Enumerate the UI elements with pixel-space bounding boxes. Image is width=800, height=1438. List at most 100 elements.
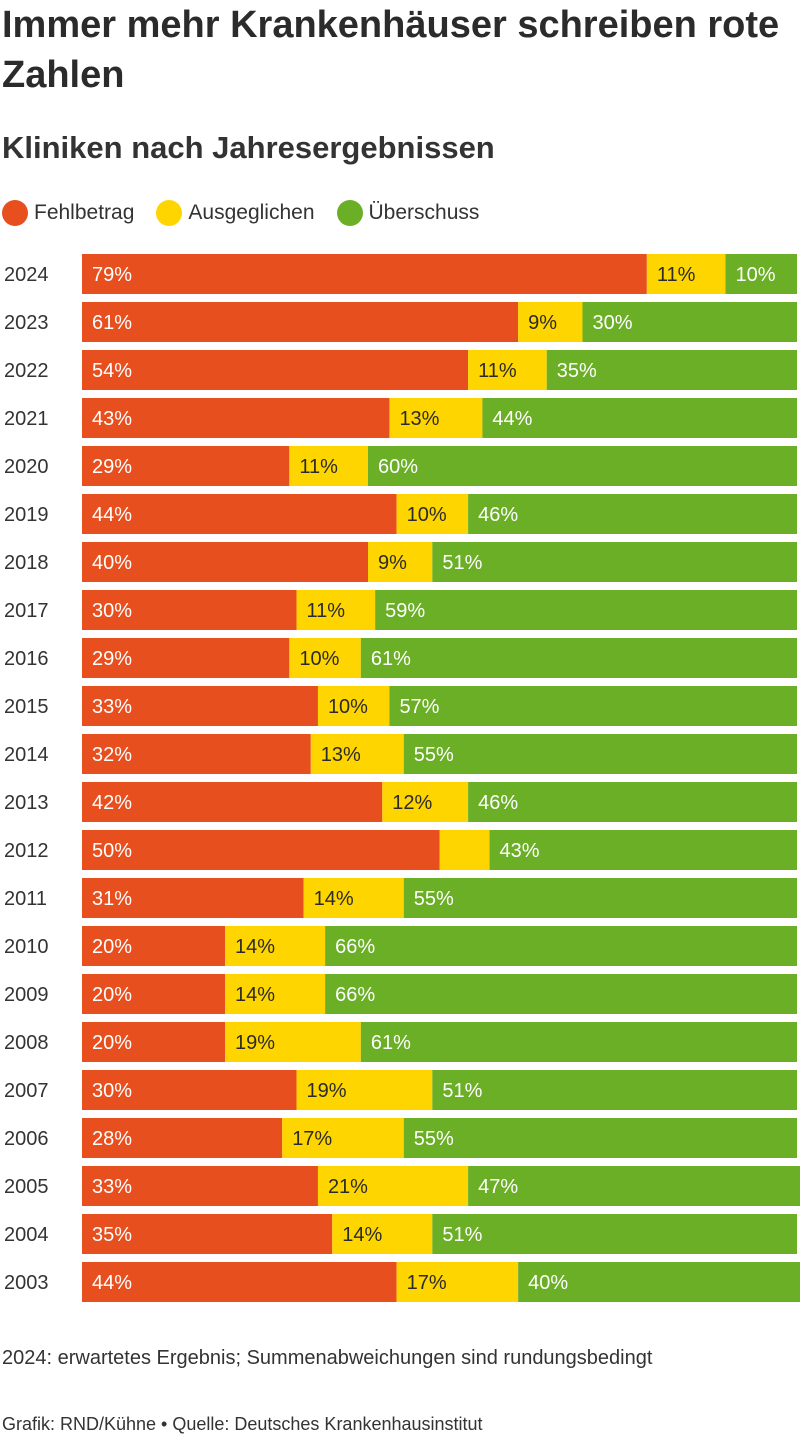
legend-swatch-ueberschuss [336,200,363,226]
value-label-fehlbetrag-2010: 20% [92,936,132,958]
value-label-ausgeglichen-2005: 21% [328,1176,368,1198]
value-label-ueberschuss-2021: 44% [492,408,532,430]
value-label-ausgeglichen-2011: 14% [314,888,354,910]
year-label-2010: 2010 [4,936,49,958]
value-label-ueberschuss-2015: 57% [399,696,439,718]
legend-swatch-ausgeglichen [156,200,183,226]
bar-fehlbetrag-2008 [82,1022,225,1062]
legend-label-ausgeglichen: Ausgeglichen [188,201,315,224]
legend: Fehlbetrag Ausgeglichen Überschuss [2,198,501,228]
bar-ausgeglichen-2003 [396,1262,519,1302]
year-label-2009: 2009 [4,984,49,1006]
value-label-ueberschuss-2014: 55% [414,744,454,766]
bar-row-2007: 2007 30% 19% 51% [4,1070,797,1110]
bar-ausgeglichen-2004 [332,1214,433,1254]
value-label-fehlbetrag-2013: 42% [92,792,132,814]
value-label-ueberschuss-2005: 47% [478,1176,518,1198]
bar-ausgeglichen-2015 [317,686,390,726]
bar-row-2005: 2005 33% 21% 47% [4,1166,800,1206]
bar-row-2012: 2012 50% 43% [4,830,797,870]
year-label-2011: 2011 [4,888,47,910]
value-label-fehlbetrag-2008: 20% [92,1032,132,1054]
value-label-ueberschuss-2023: 30% [593,312,633,334]
bar-fehlbetrag-2003 [82,1262,397,1302]
value-label-ausgeglichen-2006: 17% [292,1128,332,1150]
year-label-2007: 2007 [4,1080,49,1102]
bar-ausgeglichen-2014 [310,734,404,774]
value-label-fehlbetrag-2015: 33% [92,696,132,718]
year-label-2005: 2005 [4,1176,49,1198]
bar-ausgeglichen-2019 [396,494,469,534]
year-label-2023: 2023 [4,312,49,334]
bar-ueberschuss-2017 [375,590,797,630]
value-label-fehlbetrag-2016: 29% [92,648,132,670]
value-label-ueberschuss-2008: 61% [371,1032,411,1054]
value-label-ausgeglichen-2003: 17% [407,1272,447,1294]
bar-fehlbetrag-2006 [82,1118,283,1158]
value-label-fehlbetrag-2022: 54% [92,360,132,382]
value-label-fehlbetrag-2017: 30% [92,600,132,622]
bar-ueberschuss-2006 [403,1118,797,1158]
bar-ausgeglichen-2022 [468,350,547,390]
source-credit: Grafik: RND/Kühne • Quelle: Deutsches Kr… [2,1414,483,1434]
value-label-ausgeglichen-2023: 9% [528,312,557,334]
year-label-2018: 2018 [4,552,49,574]
year-label-2019: 2019 [4,504,49,526]
value-label-ueberschuss-2024: 10% [736,264,776,286]
bar-row-2014: 2014 32% 13% 55% [4,734,797,774]
bar-ausgeglichen-2010 [225,926,326,966]
bar-ausgeglichen-2017 [296,590,376,630]
bar-ueberschuss-2022 [546,350,797,390]
footnote: 2024: erwartetes Ergebnis; Summenabweich… [2,1347,653,1369]
year-label-2006: 2006 [4,1128,49,1150]
value-label-fehlbetrag-2012: 50% [92,840,132,862]
value-label-ausgeglichen-2004: 14% [342,1224,382,1246]
bar-ueberschuss-2016 [360,638,797,678]
bar-ueberschuss-2010 [325,926,797,966]
year-label-2024: 2024 [4,264,49,286]
bar-row-2013: 2013 42% 12% 46% [4,782,797,822]
bar-row-2009: 2009 20% 14% 66% [4,974,797,1014]
bar-row-2010: 2010 20% 14% 66% [4,926,797,966]
value-label-fehlbetrag-2021: 43% [92,408,132,430]
bar-ueberschuss-2007 [432,1070,797,1110]
value-label-fehlbetrag-2007: 30% [92,1080,132,1102]
value-label-fehlbetrag-2006: 28% [92,1128,132,1150]
bar-row-2016: 2016 29% 10% 61% [4,638,797,678]
bar-row-2003: 2003 44% 17% 40% [4,1262,800,1302]
value-label-fehlbetrag-2024: 79% [92,264,132,286]
value-label-ausgeglichen-2020: 11% [299,456,338,478]
bar-fehlbetrag-2007 [82,1070,297,1110]
value-label-ausgeglichen-2016: 10% [299,648,339,670]
value-label-fehlbetrag-2023: 61% [92,312,132,334]
value-label-ueberschuss-2004: 51% [442,1224,482,1246]
value-label-ueberschuss-2010: 66% [335,936,375,958]
value-label-fehlbetrag-2019: 44% [92,504,132,526]
bar-ueberschuss-2012 [489,830,797,870]
bar-ausgeglichen-2021 [389,398,483,438]
value-label-ueberschuss-2003: 40% [528,1272,568,1294]
bar-ueberschuss-2021 [482,398,797,438]
value-label-ueberschuss-2022: 35% [557,360,597,382]
bar-ueberschuss-2009 [325,974,797,1014]
value-label-ueberschuss-2011: 55% [414,888,454,910]
value-label-ausgeglichen-2009: 14% [235,984,275,1006]
bar-row-2022: 2022 54% 11% 35% [4,350,797,390]
bar-fehlbetrag-2015 [82,686,318,726]
bar-row-2008: 2008 20% 19% 61% [4,1022,797,1062]
value-label-fehlbetrag-2018: 40% [92,552,132,574]
bar-fehlbetrag-2023 [82,302,519,342]
year-label-2021: 2021 [4,408,49,430]
bar-ueberschuss-2024 [725,254,797,294]
bar-ausgeglichen-2007 [296,1070,433,1110]
bar-ausgeglichen-2011 [303,878,404,918]
value-label-ueberschuss-2007: 51% [442,1080,482,1102]
year-label-2016: 2016 [4,648,49,670]
bar-ueberschuss-2005 [468,1166,800,1206]
bar-fehlbetrag-2012 [82,830,440,870]
legend-swatch-fehlbetrag [2,200,28,226]
value-label-ueberschuss-2016: 61% [371,648,411,670]
bar-ausgeglichen-2013 [382,782,469,822]
bar-ueberschuss-2019 [468,494,797,534]
legend-item-fehlbetrag: Fehlbetrag [2,200,134,226]
